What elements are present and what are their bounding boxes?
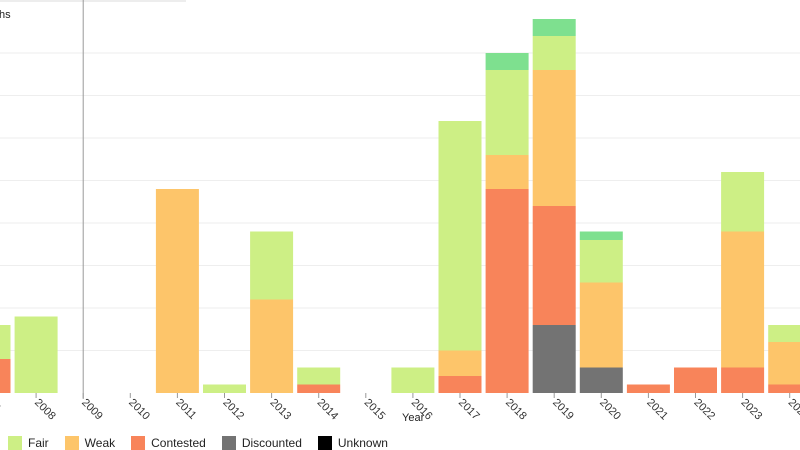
legend-swatch xyxy=(8,436,22,450)
y-axis-label: hs xyxy=(0,9,11,21)
legend-label: Contested xyxy=(151,436,206,450)
bar-segment-contested-2007[interactable] xyxy=(0,359,11,393)
legend-swatch xyxy=(317,436,332,450)
bar-segment-contested-2023[interactable] xyxy=(721,367,765,394)
bar-segment-fair-2017[interactable] xyxy=(438,121,482,351)
bar-segment-contested-2024[interactable] xyxy=(768,384,800,394)
legend-swatch xyxy=(64,436,79,450)
legend-swatch xyxy=(221,436,236,450)
bar-segment-fair-2023[interactable] xyxy=(721,172,765,232)
legend-item-unknown[interactable]: Unknown xyxy=(317,436,388,450)
legend-item-discounted[interactable]: Discounted xyxy=(221,436,302,450)
x-tick-label: 2022 xyxy=(691,397,717,423)
bar-segment-fair-2020[interactable] xyxy=(579,240,623,283)
x-tick-label: 2008 xyxy=(32,397,58,423)
bar-segment-contested-2017[interactable] xyxy=(438,376,482,393)
x-tick-label: 2020 xyxy=(597,397,623,423)
legend-label: Weak xyxy=(84,436,116,450)
bar-segment-strong-2019[interactable] xyxy=(532,19,576,36)
bar-segment-fair-2019[interactable] xyxy=(532,36,576,70)
bar-segment-fair-2007[interactable] xyxy=(0,325,11,359)
x-tick-label: 2015 xyxy=(362,397,388,423)
x-tick-label: 2013 xyxy=(267,397,293,423)
bar-segment-contested-2019[interactable] xyxy=(532,206,576,325)
x-axis-title: Year xyxy=(402,412,425,424)
bar-segment-weak-2023[interactable] xyxy=(721,231,765,368)
x-tick-label: 07 xyxy=(0,397,2,414)
bar-segment-weak-2024[interactable] xyxy=(768,342,800,385)
bar-segment-fair-2016[interactable] xyxy=(391,367,435,394)
bar-segment-weak-2017[interactable] xyxy=(438,350,482,377)
legend-label: Discounted xyxy=(241,436,302,450)
bars xyxy=(0,19,800,393)
bar-segment-weak-2019[interactable] xyxy=(532,70,576,206)
legend-label: Unknown xyxy=(337,436,388,450)
legend-item-contested[interactable]: Contested xyxy=(131,436,206,450)
bar-segment-discounted-2019[interactable] xyxy=(532,325,576,393)
bar-segment-fair-2013[interactable] xyxy=(250,231,294,300)
legend: Fair Weak Contested Discounted Unknown xyxy=(8,436,388,450)
x-tick-label: 2018 xyxy=(503,397,529,423)
x-tick-label: 2011 xyxy=(173,397,198,422)
x-tick-label: 2010 xyxy=(126,397,152,423)
bar-segment-fair-2012[interactable] xyxy=(203,384,246,394)
legend-label: Fair xyxy=(28,436,49,450)
bar-segment-strong-2020[interactable] xyxy=(579,231,623,241)
bar-segment-contested-2018[interactable] xyxy=(485,189,529,393)
legend-item-fair[interactable]: Fair xyxy=(8,436,49,450)
bar-segment-discounted-2020[interactable] xyxy=(579,367,623,394)
bar-segment-weak-2013[interactable] xyxy=(250,299,294,394)
bar-segment-contested-2022[interactable] xyxy=(674,367,717,394)
bar-segment-contested-2021[interactable] xyxy=(626,384,670,394)
x-tick-label: 2017 xyxy=(456,397,482,423)
bar-segment-fair-2018[interactable] xyxy=(485,70,529,155)
bar-segment-weak-2018[interactable] xyxy=(485,155,529,189)
legend-item-weak[interactable]: Weak xyxy=(64,436,116,450)
bar-segment-weak-2020[interactable] xyxy=(579,282,623,368)
bar-segment-fair-2008[interactable] xyxy=(14,316,58,394)
bar-segment-fair-2014[interactable] xyxy=(297,367,341,385)
top-strip xyxy=(0,0,186,2)
bar-segment-contested-2014[interactable] xyxy=(297,384,341,394)
x-tick-labels: 07 2008 2009 2010 2011 2012 2013 2014 2015 2016 20… xyxy=(0,393,800,422)
x-tick-label: 2014 xyxy=(315,397,341,423)
bar-segment-fair-2024[interactable] xyxy=(768,325,800,342)
gridlines xyxy=(0,52,800,351)
x-tick-label: 2023 xyxy=(738,397,764,423)
x-tick-label: 202 xyxy=(786,397,800,418)
bar-segment-weak-2011[interactable] xyxy=(155,189,199,393)
x-tick-label: 2012 xyxy=(220,397,246,423)
x-tick-label: 2009 xyxy=(79,397,105,423)
x-tick-label: 2019 xyxy=(550,397,576,423)
x-tick-label: 2021 xyxy=(644,397,670,423)
bar-segment-strong-2018[interactable] xyxy=(485,53,529,70)
legend-swatch xyxy=(131,436,146,450)
